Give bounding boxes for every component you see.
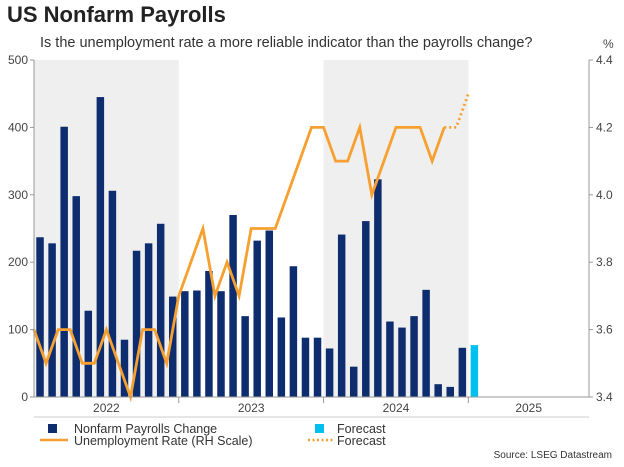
legend-bars-label: Nonfarm Payrolls Change [74,422,217,436]
payroll-bar [156,223,165,397]
payroll-bar [120,339,129,397]
unemployment-forecast-line [444,93,470,129]
payroll-bar [36,237,44,397]
payroll-bar [289,266,298,397]
payroll-bar [217,291,225,397]
right-tick-label: 3.8 [596,255,613,269]
payroll-bar [60,126,68,397]
chart-subtitle: Is the unemployment rate a more reliable… [40,35,533,51]
payroll-bar [458,347,467,397]
payroll-bar [181,291,189,397]
payroll-bar [48,243,56,397]
right-axis-unit: % [603,37,614,51]
right-tick-label: 4.0 [596,188,613,202]
payroll-bar [132,250,141,397]
payroll-bar [325,348,334,397]
right-tick-label: 4.4 [596,53,613,67]
payroll-bar [265,230,274,397]
payroll-bar [374,179,382,397]
left-tick-label: 200 [8,255,28,269]
payroll-bar [398,327,406,397]
payroll-bar [313,337,322,397]
payroll-bar [72,196,80,397]
legend-bar-forecast-swatch [315,424,324,433]
payroll-bar [253,240,261,397]
chart-title: US Nonfarm Payrolls [7,2,226,27]
left-tick-label: 0 [21,390,28,404]
left-tick-label: 300 [8,188,28,202]
right-tick-label: 3.6 [596,323,613,337]
legend-bar-forecast-label: Forecast [337,422,386,436]
right-tick-label: 4.2 [596,120,613,134]
x-year-label: 2025 [515,401,542,415]
right-tick-label: 3.4 [596,390,613,404]
unemployment-line [32,121,446,403]
payroll-bar [349,366,358,397]
payroll-bar [193,290,201,397]
payroll-bar-forecast [470,345,479,397]
payroll-bar [446,386,454,397]
left-tick-label: 500 [8,53,28,67]
left-tick-label: 100 [8,323,28,337]
payroll-bar [205,270,213,397]
payroll-bar [422,289,430,397]
payroll-bar [410,316,418,397]
payroll-bar [241,316,249,397]
payroll-bar [84,310,93,397]
legend-line-label: Unemployment Rate (RH Scale) [74,434,253,448]
year-shade-2022 [34,60,179,397]
x-year-label: 2023 [238,401,265,415]
left-tick-label: 400 [8,120,28,134]
payroll-bar [108,190,117,397]
x-year-label: 2024 [383,401,410,415]
legend-bar-swatch [48,424,57,433]
payroll-bar [277,317,286,397]
payroll-bar [434,384,442,397]
chart-legend: Nonfarm Payrolls Change Forecast Unemplo… [40,422,386,448]
x-year-label: 2022 [93,401,120,415]
legend-line-forecast-label: Forecast [337,434,386,448]
payroll-bar [386,321,394,397]
source-note: Source: LSEG Datastream [493,450,612,461]
payroll-bar [362,221,370,397]
payroll-bar [144,243,153,397]
payroll-bar [301,337,310,397]
payroll-bar [229,215,237,397]
year-shade-2024 [323,60,469,397]
payroll-bar [96,97,105,397]
payroll-bar [337,234,346,397]
payroll-bar [169,296,177,397]
